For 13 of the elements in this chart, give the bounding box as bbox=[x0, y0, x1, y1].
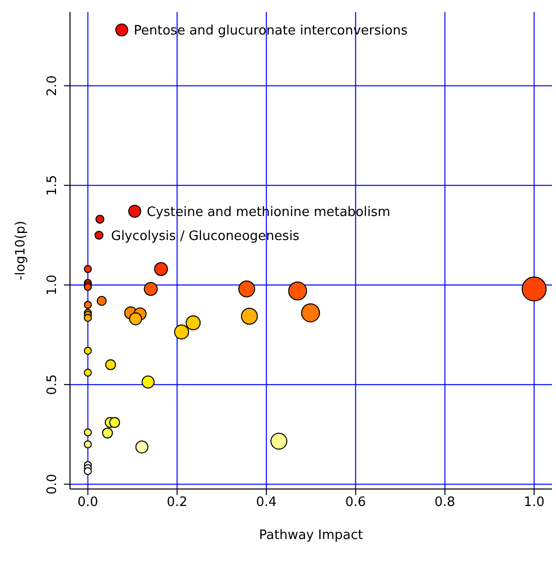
y-tick-label: 0.0 bbox=[45, 474, 60, 495]
y-tick-label: 1.0 bbox=[45, 274, 60, 296]
x-tick-label: 0.8 bbox=[434, 495, 456, 510]
y-tick-label: 0.5 bbox=[45, 374, 60, 395]
x-tick-label: 0.6 bbox=[345, 495, 366, 510]
y-tick-label: 2.0 bbox=[45, 75, 60, 96]
x-tick-label: 0.2 bbox=[166, 495, 188, 510]
x-axis-title: Pathway Impact bbox=[259, 528, 363, 543]
y-tick-label: 1.5 bbox=[45, 175, 60, 196]
x-tick-label: 0.0 bbox=[78, 495, 98, 510]
x-tick-label: 0.4 bbox=[256, 495, 277, 510]
x-tick-label: 1.0 bbox=[524, 495, 544, 510]
y-axis-title: -log10(p) bbox=[14, 220, 29, 280]
